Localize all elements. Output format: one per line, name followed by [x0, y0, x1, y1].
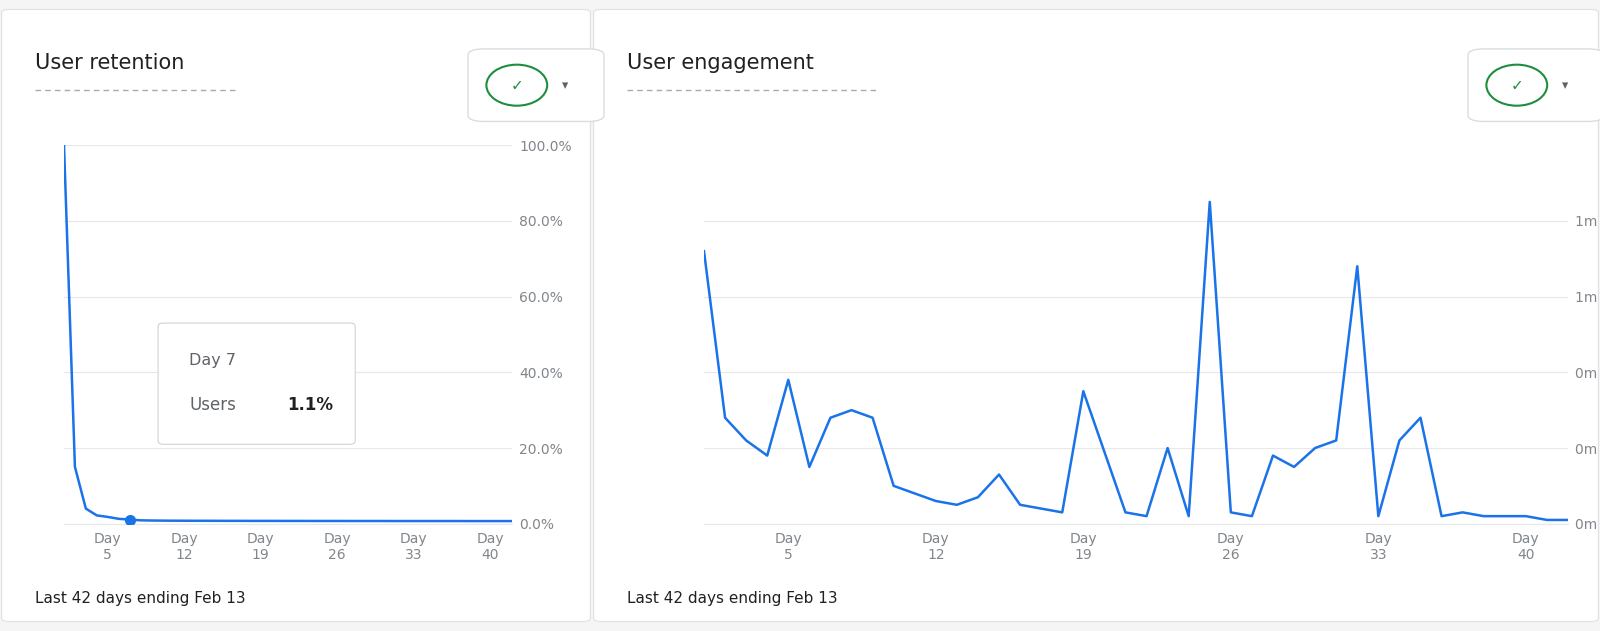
Text: Day 7: Day 7	[189, 353, 237, 369]
Text: User engagement: User engagement	[627, 52, 814, 73]
Text: 1.1%: 1.1%	[286, 396, 333, 414]
FancyBboxPatch shape	[158, 323, 355, 444]
Text: User retention: User retention	[35, 52, 184, 73]
Text: ▾: ▾	[562, 79, 568, 91]
Text: Last 42 days ending Feb 13: Last 42 days ending Feb 13	[627, 591, 838, 606]
Text: ▾: ▾	[1562, 79, 1568, 91]
Text: ✓: ✓	[510, 78, 523, 93]
Text: ✓: ✓	[1510, 78, 1523, 93]
Text: Last 42 days ending Feb 13: Last 42 days ending Feb 13	[35, 591, 246, 606]
Text: Users: Users	[189, 396, 237, 414]
